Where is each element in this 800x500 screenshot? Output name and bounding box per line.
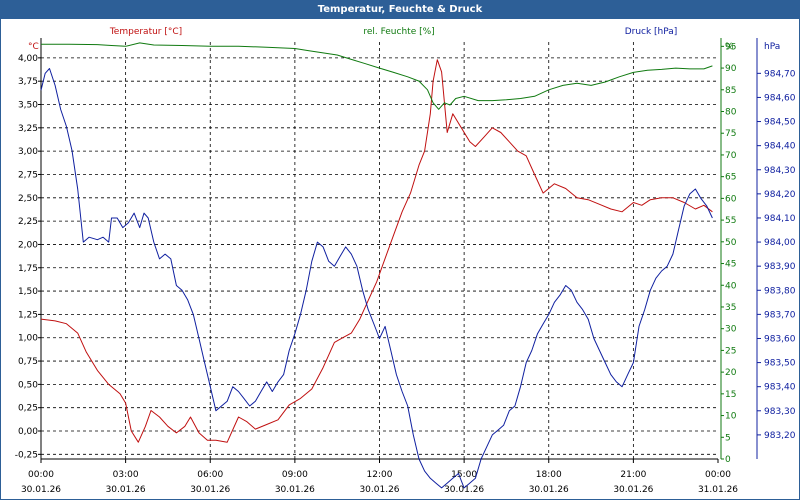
humidity-tick-label: 0 bbox=[725, 455, 731, 465]
temperature-tick-label: 3,50 bbox=[18, 101, 38, 111]
pressure-tick-label: 984,30 bbox=[764, 166, 796, 176]
pressure-tick-label: 983,50 bbox=[764, 359, 796, 369]
x-tick-time-label: 15:00 bbox=[451, 470, 477, 480]
pressure-tick-label: 984,40 bbox=[764, 142, 796, 152]
humidity-tick-label: 85 bbox=[725, 86, 736, 96]
temperature-tick-label: 2,00 bbox=[18, 240, 38, 250]
humidity-tick-label: 35 bbox=[725, 303, 736, 313]
x-tick-date-label: 30.01.26 bbox=[106, 485, 146, 495]
temperature-line bbox=[40, 59, 713, 443]
humidity-line bbox=[41, 42, 713, 110]
temperature-tick-label: 2,50 bbox=[18, 194, 38, 204]
humidity-tick-label: 90 bbox=[725, 64, 737, 74]
x-tick-time-label: 12:00 bbox=[367, 470, 393, 480]
temperature-tick-label: 2,75 bbox=[18, 170, 38, 180]
temperature-tick-label: -0,25 bbox=[15, 450, 38, 460]
chart-title: Temperatur, Feuchte & Druck bbox=[1, 1, 799, 19]
x-tick-time-label: 06:00 bbox=[197, 470, 223, 480]
pressure-tick-label: 983,20 bbox=[764, 431, 796, 441]
x-tick-date-label: 30.01.26 bbox=[275, 485, 315, 495]
temperature-tick-label: 0,50 bbox=[18, 380, 38, 390]
humidity-tick-label: 50 bbox=[725, 238, 737, 248]
pressure-tick-label: 983,70 bbox=[764, 310, 796, 320]
humidity-tick-label: 55 bbox=[725, 216, 736, 226]
temperature-tick-label: 3,00 bbox=[18, 147, 38, 157]
humidity-tick-label: 15 bbox=[725, 390, 736, 400]
pressure-tick-label: 984,00 bbox=[764, 238, 796, 248]
pressure-tick-label: 983,30 bbox=[764, 407, 796, 417]
x-tick-time-label: 03:00 bbox=[113, 470, 139, 480]
humidity-tick-label: 25 bbox=[725, 346, 736, 356]
x-tick-time-label: 18:00 bbox=[536, 470, 562, 480]
temperature-tick-label: 1,50 bbox=[18, 287, 38, 297]
humidity-tick-label: 10 bbox=[725, 412, 737, 422]
temperature-unit: °C bbox=[28, 42, 39, 52]
x-tick-date-label: 30.01.26 bbox=[444, 485, 484, 495]
legend-temperature: Temperatur [°C] bbox=[109, 27, 182, 37]
pressure-tick-label: 984,60 bbox=[764, 93, 796, 103]
pressure-tick-label: 984,70 bbox=[764, 69, 796, 79]
temperature-tick-label: 3,25 bbox=[18, 124, 38, 134]
x-tick-time-label: 09:00 bbox=[282, 470, 308, 480]
x-tick-date-label: 30.01.26 bbox=[190, 485, 230, 495]
humidity-tick-label: 95 bbox=[725, 42, 736, 52]
humidity-tick-label: 65 bbox=[725, 173, 736, 183]
x-tick-time-label: 00:00 bbox=[705, 470, 731, 480]
pressure-tick-label: 983,60 bbox=[764, 334, 796, 344]
temperature-tick-label: 0,00 bbox=[18, 427, 38, 437]
temperature-tick-label: 1,00 bbox=[18, 334, 38, 344]
temperature-tick-label: 3,75 bbox=[18, 77, 38, 87]
humidity-tick-label: 30 bbox=[725, 325, 737, 335]
humidity-tick-label: 20 bbox=[725, 368, 737, 378]
legend-pressure: Druck [hPa] bbox=[625, 27, 678, 37]
legend-humidity: rel. Feuchte [%] bbox=[363, 27, 434, 37]
pressure-tick-label: 984,50 bbox=[764, 118, 796, 128]
pressure-line bbox=[40, 68, 713, 489]
temperature-tick-label: 4,00 bbox=[18, 54, 38, 64]
pressure-unit: hPa bbox=[764, 42, 780, 52]
temperature-tick-label: 1,75 bbox=[18, 264, 38, 274]
temperature-tick-label: 1,25 bbox=[18, 310, 38, 320]
humidity-tick-label: 70 bbox=[725, 151, 737, 161]
x-tick-date-label: 30.01.26 bbox=[613, 485, 653, 495]
humidity-unit: % bbox=[725, 42, 734, 52]
temperature-tick-label: 2,25 bbox=[18, 217, 38, 227]
pressure-tick-label: 984,20 bbox=[764, 190, 796, 200]
humidity-tick-label: 5 bbox=[725, 433, 731, 443]
humidity-tick-label: 60 bbox=[725, 194, 737, 204]
pressure-tick-label: 984,10 bbox=[764, 214, 796, 224]
humidity-tick-label: 80 bbox=[725, 108, 737, 118]
pressure-tick-label: 983,40 bbox=[764, 383, 796, 393]
pressure-tick-label: 983,80 bbox=[764, 286, 796, 296]
humidity-tick-label: 45 bbox=[725, 260, 736, 270]
pressure-tick-label: 983,90 bbox=[764, 262, 796, 272]
x-tick-date-label: 30.01.26 bbox=[359, 485, 399, 495]
temperature-tick-label: 0,25 bbox=[18, 404, 38, 414]
x-tick-date-label: 30.01.26 bbox=[21, 485, 61, 495]
humidity-tick-label: 40 bbox=[725, 281, 737, 291]
x-tick-time-label: 00:00 bbox=[28, 470, 54, 480]
x-tick-date-label: 31.01.26 bbox=[698, 485, 738, 495]
temperature-tick-label: 0,75 bbox=[18, 357, 38, 367]
x-tick-time-label: 21:00 bbox=[620, 470, 646, 480]
x-tick-date-label: 30.01.26 bbox=[529, 485, 569, 495]
humidity-tick-label: 75 bbox=[725, 129, 736, 139]
